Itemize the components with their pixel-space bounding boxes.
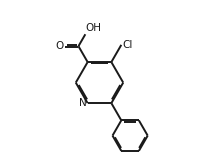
Text: Cl: Cl xyxy=(122,40,133,50)
Text: OH: OH xyxy=(86,24,102,34)
Text: N: N xyxy=(79,98,87,108)
Text: O: O xyxy=(56,41,64,51)
